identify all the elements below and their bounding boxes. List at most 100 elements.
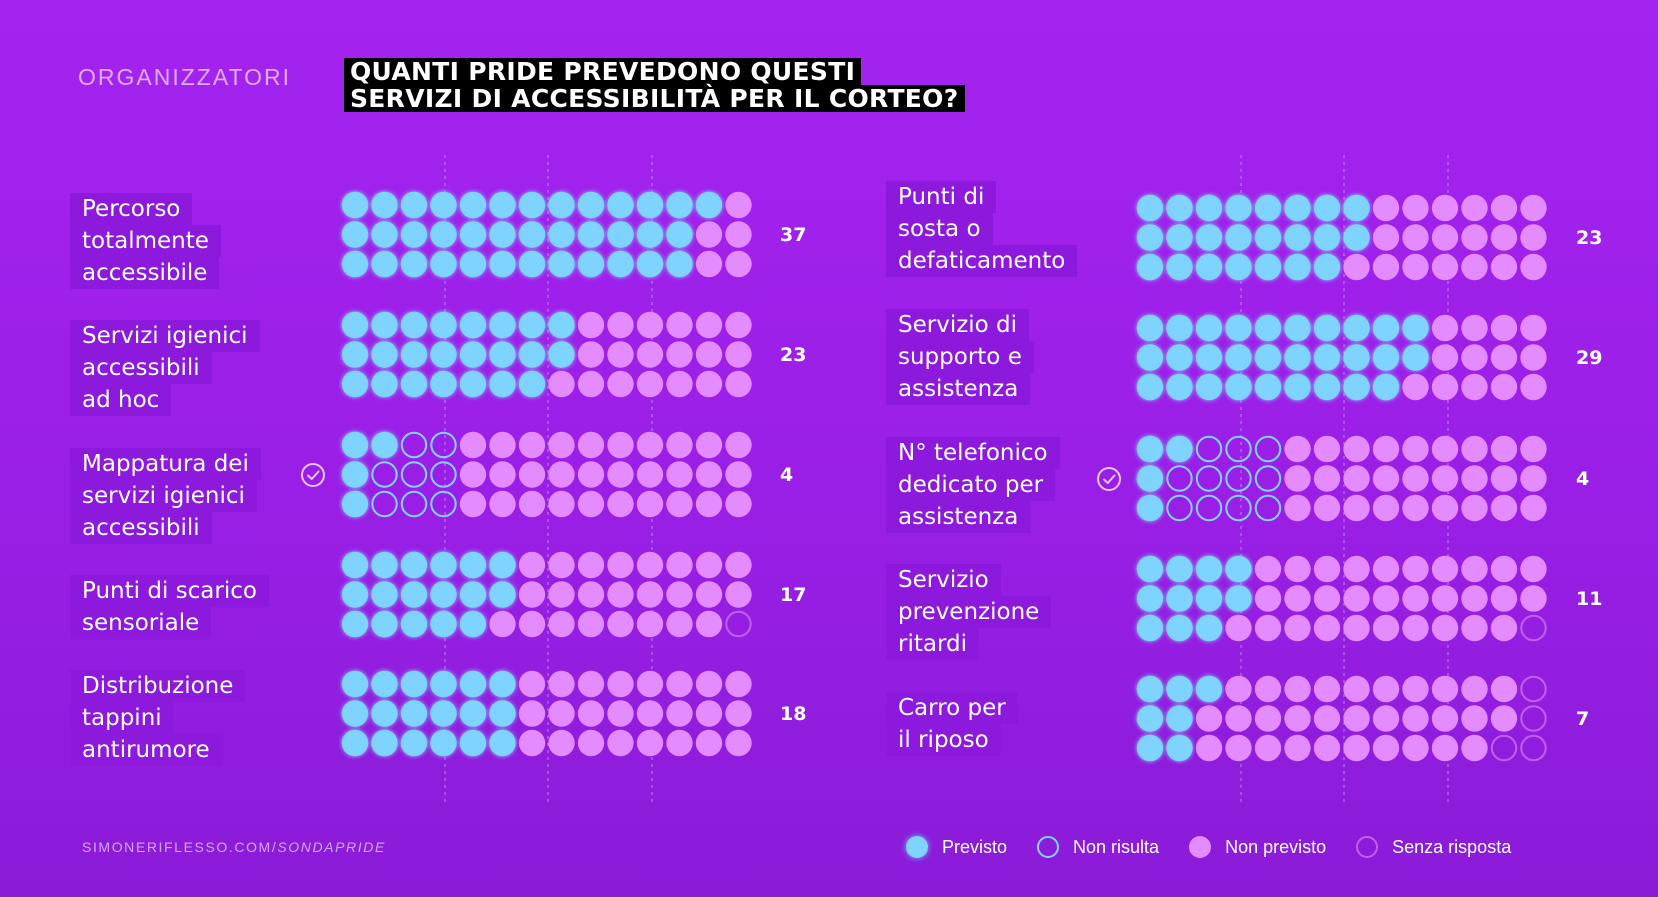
waffle-dot-non-previsto	[1461, 734, 1488, 762]
waffle-dot-previsto	[1136, 314, 1164, 342]
waffle-dot-previsto	[459, 191, 487, 219]
waffle-dot-non-previsto	[1490, 253, 1518, 281]
waffle-dot-non-previsto	[548, 551, 575, 579]
waffle-dot-non-previsto	[1372, 253, 1400, 281]
waffle-dot-non-previsto	[1431, 614, 1459, 642]
waffle-dot-non-previsto	[489, 461, 516, 488]
waffle-dot-non-previsto	[1372, 494, 1400, 522]
waffle-dot-non-previsto	[1225, 734, 1252, 762]
row-label-line: Servizio	[886, 564, 1001, 596]
waffle-dot-previsto	[1225, 373, 1252, 401]
waffle-dot-previsto	[636, 250, 664, 278]
waffle-dot-previsto	[666, 221, 693, 248]
waffle-dot-non-previsto	[1490, 194, 1518, 222]
waffle-dot-previsto	[1136, 253, 1164, 281]
waffle-dot-non-previsto	[1313, 435, 1341, 463]
waffle-dot-previsto	[430, 341, 457, 368]
row-label-line: Punti di scarico	[70, 575, 269, 607]
waffle-dot-previsto	[1284, 253, 1311, 281]
waffle-dot-non-previsto	[577, 700, 605, 727]
row-label-line: totalmente	[70, 225, 221, 257]
waffle-dot-non-previsto	[1431, 435, 1459, 463]
waffle-dot-previsto	[1166, 585, 1193, 612]
waffle-dot-non-previsto	[1372, 465, 1400, 492]
waffle-dot-previsto	[1343, 314, 1370, 342]
waffle-dot-non-previsto	[1343, 585, 1370, 612]
waffle-dot-previsto	[1195, 675, 1223, 703]
waffle-dot-non-previsto	[666, 610, 693, 638]
waffle-dot-non-previsto	[607, 431, 634, 459]
waffle-dot-previsto	[1343, 344, 1370, 371]
waffle-dot-previsto	[371, 610, 398, 638]
waffle-dot-previsto	[548, 221, 575, 248]
waffle-dot-previsto	[1284, 224, 1311, 251]
waffle-dot-non-previsto	[725, 490, 752, 518]
waffle-dot-non-previsto	[1343, 555, 1370, 583]
waffle-dot-previsto	[341, 461, 369, 488]
waffle-dot-non-risulta	[430, 431, 457, 459]
footer-credit[interactable]: SIMONERIFLESSO.COM/SONDAPRIDE	[82, 839, 386, 855]
waffle-dot-previsto	[489, 191, 516, 219]
waffle-dot-previsto	[636, 191, 664, 219]
waffle-dot-previsto	[548, 311, 575, 339]
waffle-item	[1136, 194, 1547, 281]
waffle-dot-non-previsto	[607, 370, 634, 398]
waffle-dot-non-risulta	[1225, 494, 1252, 522]
waffle-dot-previsto	[430, 250, 457, 278]
waffle-dot-previsto	[1136, 373, 1164, 401]
waffle-dot-non-previsto	[607, 610, 634, 638]
waffle-dot-non-previsto	[1284, 734, 1311, 762]
waffle-dot-non-previsto	[577, 581, 605, 608]
waffle-dot-non-risulta	[1195, 435, 1223, 463]
waffle-dot-non-previsto	[518, 581, 546, 608]
waffle-dot-non-previsto	[666, 461, 693, 488]
waffle-dot-non-previsto	[1461, 705, 1488, 732]
waffle-dot-non-previsto	[1284, 614, 1311, 642]
waffle-dot-non-previsto	[1520, 344, 1547, 371]
waffle-dot-previsto	[430, 311, 457, 339]
waffle-dot-non-previsto	[725, 700, 752, 727]
row-label-line: tappini	[70, 702, 174, 734]
legend-swatch-previsto	[906, 836, 928, 858]
waffle-dot-non-previsto	[518, 670, 546, 698]
waffle-dot-previsto	[1343, 194, 1370, 222]
waffle-dot-non-risulta	[1195, 465, 1223, 492]
waffle-dot-non-previsto	[1490, 555, 1518, 583]
waffle-dot-non-previsto	[1490, 314, 1518, 342]
waffle-item	[341, 311, 752, 398]
waffle-dot-non-previsto	[636, 490, 664, 518]
waffle-dot-non-previsto	[1461, 373, 1488, 401]
waffle-item	[341, 551, 752, 638]
waffle-dot-previsto	[1136, 614, 1164, 642]
waffle-dot-non-previsto	[636, 341, 664, 368]
row-label: Servizi igienici accessibili ad hoc	[70, 320, 260, 416]
waffle-dot-non-previsto	[1372, 224, 1400, 251]
waffle-dot-non-risulta	[1254, 465, 1282, 492]
waffle-dot-non-previsto	[636, 370, 664, 398]
waffle-dot-non-previsto	[636, 670, 664, 698]
waffle-dot-non-previsto	[695, 490, 723, 518]
waffle-dot-non-previsto	[1520, 253, 1547, 281]
row-label-line: defaticamento	[886, 245, 1078, 277]
waffle-dot-previsto	[1195, 194, 1223, 222]
waffle-dot-previsto	[430, 729, 457, 757]
waffle-dot-non-previsto	[1490, 614, 1518, 642]
waffle-dot-non-previsto	[725, 581, 752, 608]
waffle-dot-non-previsto	[1402, 465, 1429, 492]
waffle-dot-non-previsto	[1520, 314, 1547, 342]
waffle-dot-previsto	[577, 191, 605, 219]
waffle-dot-previsto	[1254, 314, 1282, 342]
waffle-dot-non-previsto	[1195, 705, 1223, 732]
waffle-dot-previsto	[341, 341, 369, 368]
waffle-dot-previsto	[459, 221, 487, 248]
waffle-dot-non-previsto	[1490, 224, 1518, 251]
waffle-dot-previsto	[341, 729, 369, 757]
waffle-dot-non-previsto	[1461, 465, 1488, 492]
waffle-dot-non-previsto	[695, 221, 723, 248]
waffle-dot-non-previsto	[725, 341, 752, 368]
waffle-dot-previsto	[371, 311, 398, 339]
waffle-dot-non-previsto	[695, 729, 723, 757]
waffle-dot-previsto	[518, 250, 546, 278]
waffle-dot-non-previsto	[1372, 734, 1400, 762]
